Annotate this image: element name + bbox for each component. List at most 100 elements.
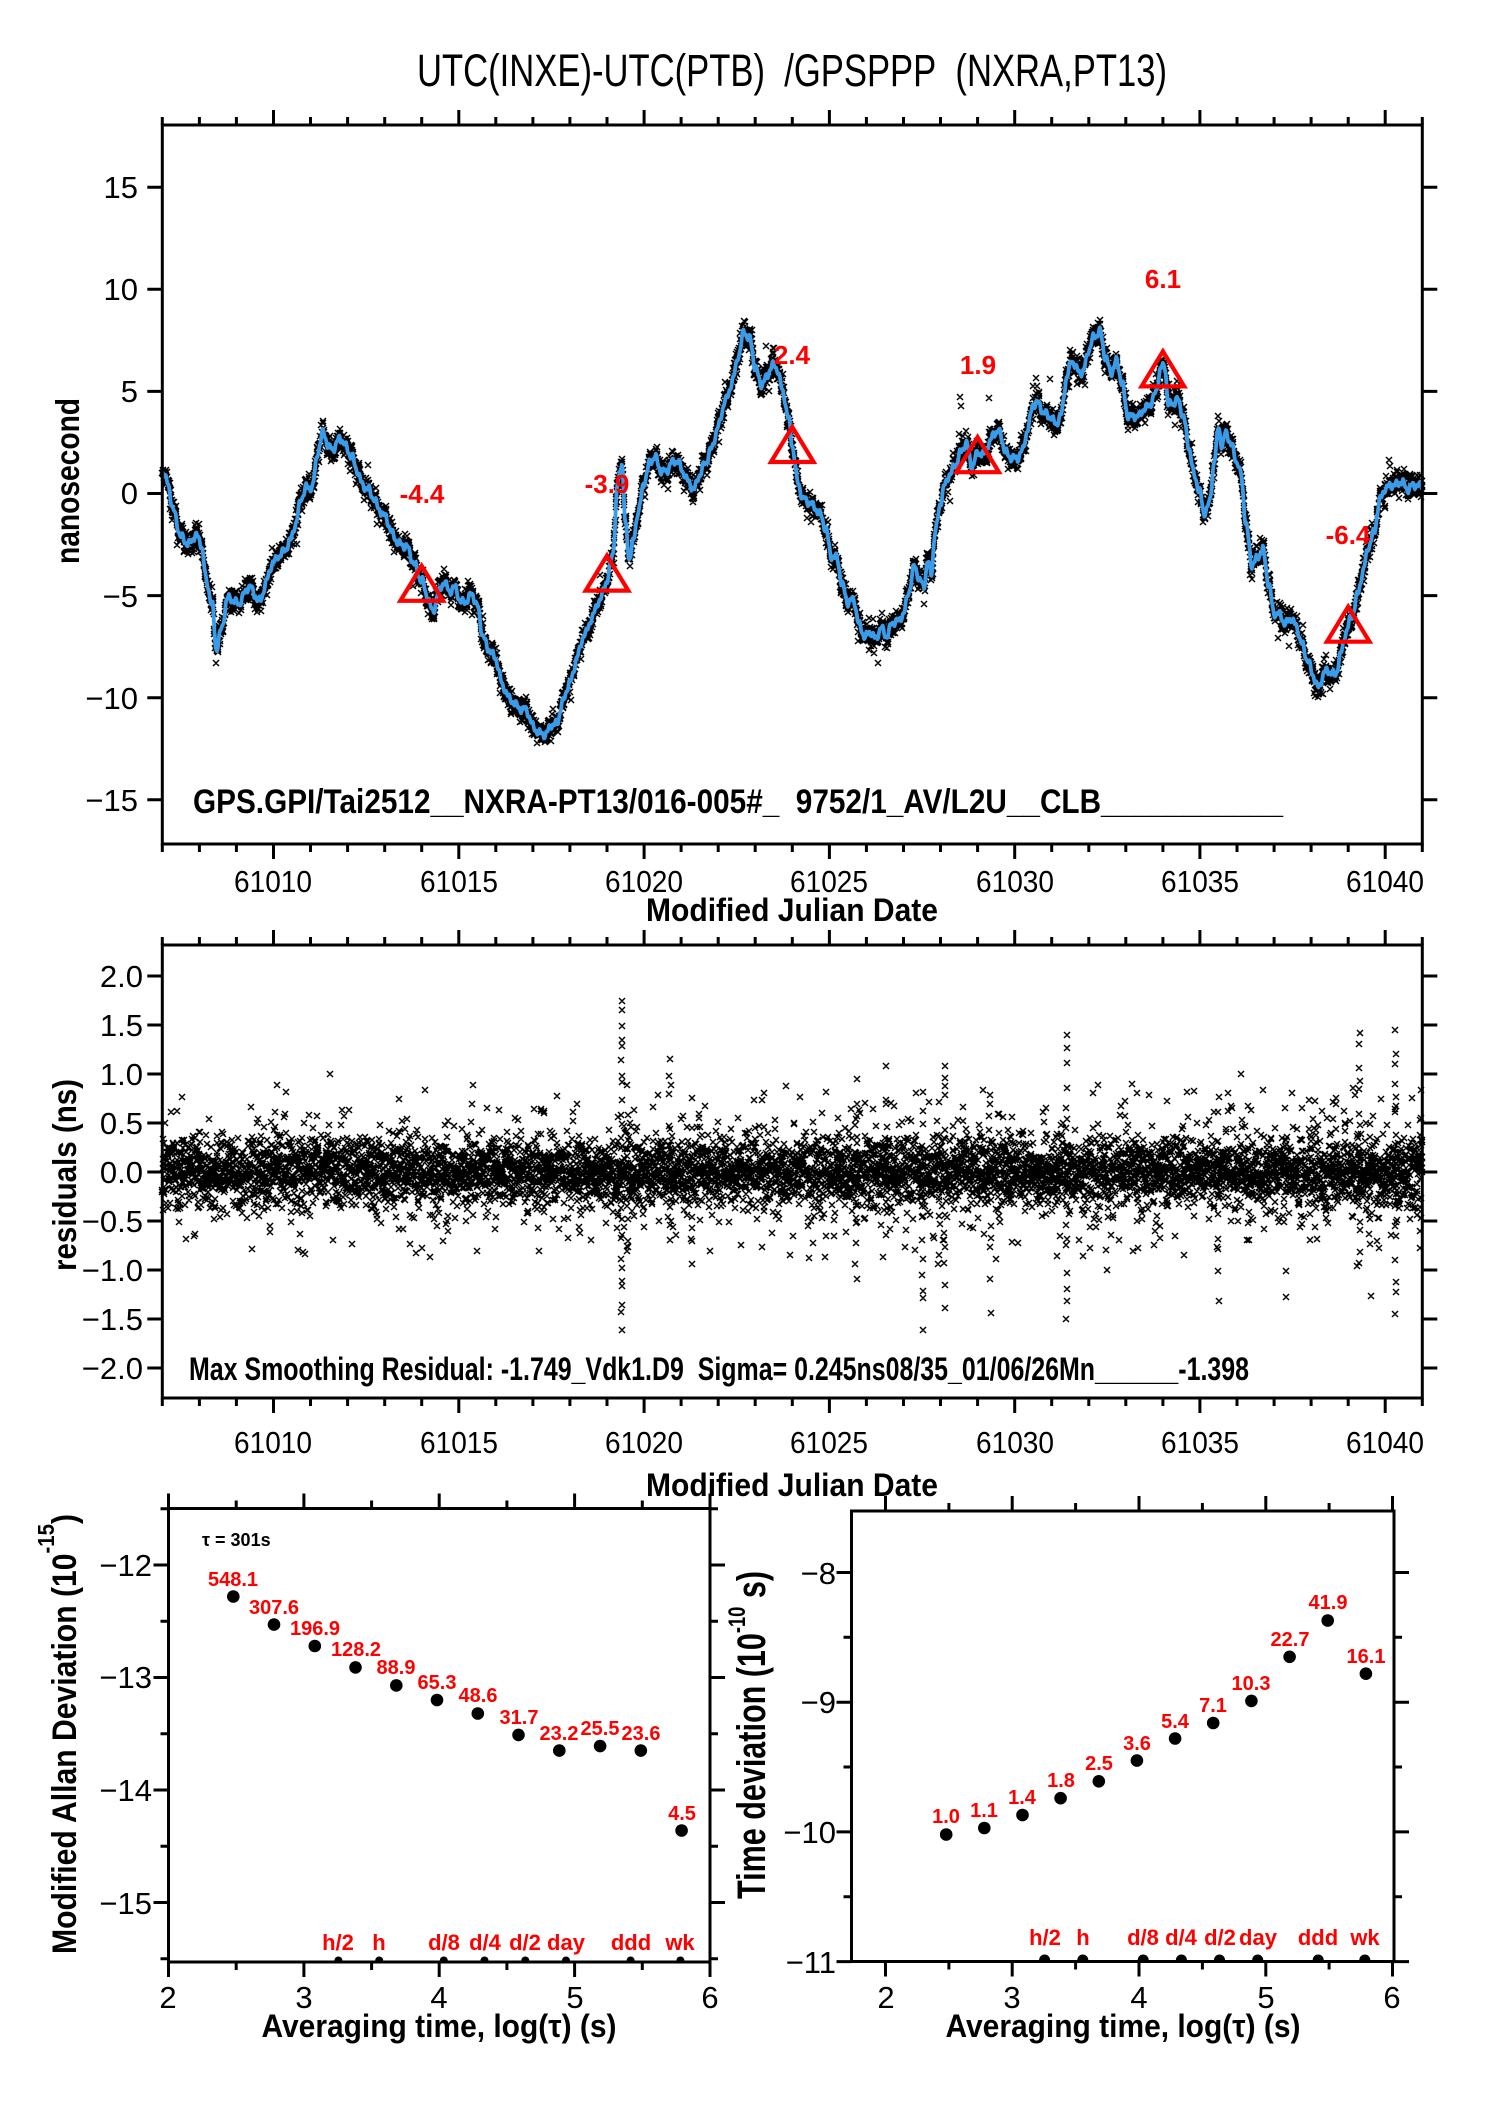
svg-text:d/4: d/4 xyxy=(1165,1925,1198,1950)
svg-text:196.9: 196.9 xyxy=(290,1618,340,1640)
svg-text:−9: −9 xyxy=(801,1685,836,1720)
svg-text:5: 5 xyxy=(121,374,138,409)
svg-text:h: h xyxy=(372,1930,385,1955)
svg-text:−1.5: −1.5 xyxy=(82,1302,143,1337)
svg-text:61010: 61010 xyxy=(234,864,312,899)
svg-text:7.1: 7.1 xyxy=(1199,1695,1227,1717)
svg-text:−0.5: −0.5 xyxy=(82,1204,143,1239)
svg-text:61035: 61035 xyxy=(1161,864,1239,899)
svg-text:6.1: 6.1 xyxy=(1145,264,1181,294)
svg-text:-4.4: -4.4 xyxy=(400,479,445,509)
svg-text:−15: −15 xyxy=(85,783,138,818)
svg-text:1.0: 1.0 xyxy=(932,1806,960,1828)
svg-text:wk: wk xyxy=(664,1930,695,1955)
svg-text:4.5: 4.5 xyxy=(668,1803,696,1825)
svg-text:2.4: 2.4 xyxy=(774,340,811,370)
svg-text:5.4: 5.4 xyxy=(1161,1711,1190,1733)
svg-text:−13: −13 xyxy=(99,1660,152,1695)
svg-text:h: h xyxy=(1076,1925,1089,1950)
svg-text:128.2: 128.2 xyxy=(331,1639,381,1661)
svg-text:day: day xyxy=(1239,1925,1278,1950)
svg-text:−11: −11 xyxy=(786,1945,836,1980)
svg-text:22.7: 22.7 xyxy=(1271,1629,1310,1651)
svg-text:1.0: 1.0 xyxy=(100,1057,143,1092)
svg-text:3: 3 xyxy=(295,1980,312,2015)
svg-text:61040: 61040 xyxy=(1346,1425,1424,1460)
svg-text:τ = 301s: τ = 301s xyxy=(202,1530,271,1550)
svg-text:2: 2 xyxy=(877,1980,894,2015)
svg-text:−15: −15 xyxy=(99,1886,152,1921)
svg-text:-3.9: -3.9 xyxy=(585,469,630,499)
svg-text:61015: 61015 xyxy=(420,864,498,899)
svg-text:61030: 61030 xyxy=(976,1425,1054,1460)
svg-text:61030: 61030 xyxy=(976,864,1054,899)
svg-text:10.3: 10.3 xyxy=(1232,1673,1271,1695)
svg-text:Max Smoothing Residual: -1.749: Max Smoothing Residual: -1.749_Vdk1.D9 S… xyxy=(189,1351,1249,1387)
svg-text:6: 6 xyxy=(701,1980,718,2015)
svg-text:61035: 61035 xyxy=(1161,1425,1239,1460)
svg-text:h/2: h/2 xyxy=(322,1930,354,1955)
svg-text:25.5: 25.5 xyxy=(581,1718,620,1740)
svg-text:−1.0: −1.0 xyxy=(82,1253,143,1288)
svg-text:d/2: d/2 xyxy=(509,1930,541,1955)
svg-text:d/8: d/8 xyxy=(1127,1925,1159,1950)
svg-text:16.1: 16.1 xyxy=(1347,1646,1386,1668)
svg-text:Modified Julian Date: Modified Julian Date xyxy=(646,1467,938,1503)
svg-text:61020: 61020 xyxy=(605,864,683,899)
svg-text:0.5: 0.5 xyxy=(100,1106,143,1141)
svg-text:−2.0: −2.0 xyxy=(82,1351,143,1386)
svg-text:61020: 61020 xyxy=(605,1425,683,1460)
svg-text:nanosecond: nanosecond xyxy=(49,398,86,564)
svg-text:−5: −5 xyxy=(103,579,138,614)
svg-text:0.0: 0.0 xyxy=(100,1155,143,1190)
svg-text:Averaging time, log(τ) (s): Averaging time, log(τ) (s) xyxy=(946,2008,1301,2044)
svg-text:3.6: 3.6 xyxy=(1123,1733,1151,1755)
svg-text:65.3: 65.3 xyxy=(418,1672,457,1694)
svg-text:2: 2 xyxy=(159,1980,176,2015)
svg-text:−8: −8 xyxy=(801,1556,836,1591)
svg-text:548.1: 548.1 xyxy=(208,1569,258,1591)
svg-text:5: 5 xyxy=(1257,1980,1274,2015)
svg-text:wk: wk xyxy=(1349,1925,1380,1950)
svg-text:ddd: ddd xyxy=(611,1930,651,1955)
svg-text:41.9: 41.9 xyxy=(1309,1592,1348,1614)
svg-text:61015: 61015 xyxy=(420,1425,498,1460)
svg-text:15: 15 xyxy=(104,170,138,205)
svg-text:−10: −10 xyxy=(783,1815,836,1850)
svg-text:88.9: 88.9 xyxy=(377,1657,416,1679)
svg-text:-6.4: -6.4 xyxy=(1326,520,1371,550)
svg-text:d/2: d/2 xyxy=(1204,1925,1236,1950)
svg-text:GPS.GPI/Tai2512__NXRA-PT13/016: GPS.GPI/Tai2512__NXRA-PT13/016-005#_ 975… xyxy=(193,783,1284,821)
svg-text:48.6: 48.6 xyxy=(459,1685,498,1707)
svg-text:1.4: 1.4 xyxy=(1008,1787,1037,1809)
svg-text:2.0: 2.0 xyxy=(100,959,143,994)
svg-text:5: 5 xyxy=(566,1980,583,2015)
svg-text:23.2: 23.2 xyxy=(540,1723,579,1745)
svg-text:2.5: 2.5 xyxy=(1085,1753,1113,1775)
svg-text:61025: 61025 xyxy=(790,864,868,899)
svg-text:61025: 61025 xyxy=(790,1425,868,1460)
svg-text:1.9: 1.9 xyxy=(960,350,996,380)
svg-text:3: 3 xyxy=(1003,1980,1020,2015)
svg-text:1.1: 1.1 xyxy=(970,1800,998,1822)
svg-text:23.6: 23.6 xyxy=(622,1723,661,1745)
svg-text:31.7: 31.7 xyxy=(500,1707,539,1729)
svg-text:day: day xyxy=(547,1930,586,1955)
svg-text:Modified Julian Date: Modified Julian Date xyxy=(646,892,938,928)
svg-text:61010: 61010 xyxy=(234,1425,312,1460)
svg-text:1.5: 1.5 xyxy=(100,1008,143,1043)
svg-text:residuals (ns): residuals (ns) xyxy=(46,1079,83,1271)
svg-text:−10: −10 xyxy=(85,681,138,716)
svg-text:10: 10 xyxy=(104,272,138,307)
svg-text:1.8: 1.8 xyxy=(1047,1770,1075,1792)
svg-text:h/2: h/2 xyxy=(1029,1925,1061,1950)
svg-text:−12: −12 xyxy=(99,1548,152,1583)
svg-text:d/4: d/4 xyxy=(469,1930,502,1955)
svg-text:307.6: 307.6 xyxy=(249,1597,299,1619)
svg-text:4: 4 xyxy=(1130,1980,1147,2015)
svg-text:61040: 61040 xyxy=(1346,864,1424,899)
svg-text:−14: −14 xyxy=(99,1773,152,1808)
svg-text:UTC(INXE)-UTC(PTB) /GPSPPP (: UTC(INXE)-UTC(PTB) /GPSPPP (NXRA,PT13) xyxy=(417,45,1167,96)
svg-text:d/8: d/8 xyxy=(428,1930,460,1955)
svg-text:ddd: ddd xyxy=(1298,1925,1338,1950)
